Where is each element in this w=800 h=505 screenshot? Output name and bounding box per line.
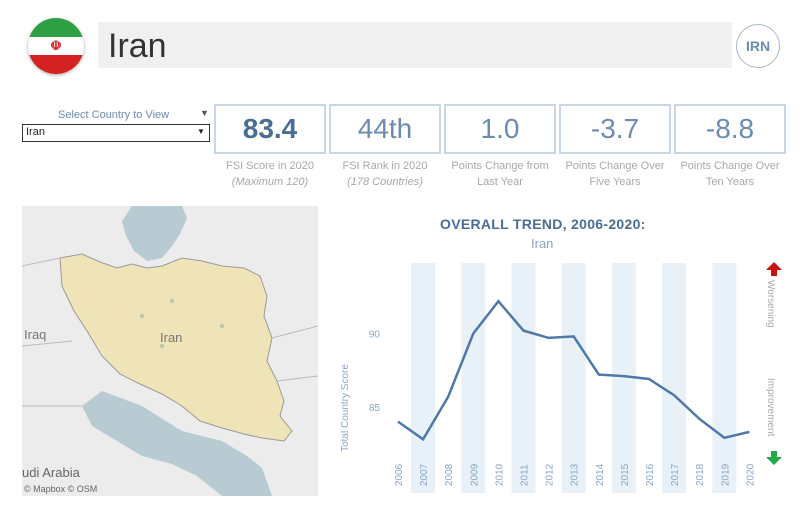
x-tick-label: 2007 (419, 463, 430, 486)
year-band (511, 263, 536, 493)
map-city-dot (140, 314, 144, 318)
kpi-fsi-score-caption: FSI Score in 2020 (Maximum 120) (214, 158, 326, 190)
map-city-dot (220, 324, 224, 328)
x-tick-label: 2017 (670, 463, 681, 486)
country-flag: ☫ (28, 18, 84, 74)
kpi-change-ten-years-value: -8.8 (705, 113, 755, 144)
map-water-caspian (122, 206, 187, 261)
select-menu-caret-icon[interactable]: ▼ (200, 108, 209, 118)
x-tick-label: 2012 (545, 463, 556, 486)
y-tick-label: 90 (369, 330, 381, 341)
worsening-arrow-icon (766, 262, 782, 276)
country-select-label: Select Country to View (58, 109, 170, 121)
x-tick-label: 2019 (720, 463, 731, 486)
y-tick-label: 85 (369, 403, 381, 414)
map-attribution[interactable]: © Mapbox © OSM (24, 484, 98, 494)
chart-title: OVERALL TREND, 2006-2020: (440, 216, 646, 232)
flag-band-white (28, 36, 84, 56)
kpi-change-five-years-value: -3.7 (590, 113, 640, 144)
improvement-label: Improvement (765, 378, 776, 437)
kpi-caption-line1: Points Change Over (565, 160, 665, 172)
year-bands (411, 263, 737, 493)
country-title: Iran (108, 27, 167, 65)
x-tick-label: 2014 (595, 463, 606, 486)
kpi-fsi-score: 83.4 (214, 104, 326, 154)
improvement-arrow-icon (766, 451, 782, 465)
x-tick-label: 2006 (394, 463, 405, 486)
kpi-fsi-rank: 44th (329, 104, 441, 154)
kpi-caption-line2: Ten Years (705, 176, 755, 188)
x-tick-label: 2011 (520, 464, 531, 486)
kpi-change-ten-years: -8.8 (674, 104, 786, 154)
country-map[interactable] (22, 206, 318, 496)
kpi-change-last-year-value: 1.0 (480, 113, 520, 144)
kpi-fsi-score-value: 83.4 (242, 113, 298, 144)
y-axis-ticks: 85 90 (369, 330, 381, 414)
x-tick-label: 2009 (469, 463, 480, 486)
map-label-iran: Iran (160, 330, 183, 345)
kpi-fsi-rank-caption: FSI Rank in 2020 (178 Countries) (329, 158, 441, 190)
kpi-caption-line2: (178 Countries) (347, 176, 423, 188)
kpi-caption-line2: (Maximum 120) (231, 176, 309, 188)
trend-line (397, 299, 750, 442)
kpi-fsi-rank-value: 44th (357, 113, 413, 144)
flag-band-green (28, 18, 84, 37)
x-tick-label: 2018 (695, 463, 706, 486)
kpi-change-five-years-caption: Points Change Over Five Years (559, 158, 671, 190)
title-bar (98, 22, 732, 68)
map-border-line (22, 257, 318, 407)
kpi-change-last-year: 1.0 (444, 104, 556, 154)
kpi-caption-line2: Five Years (589, 176, 641, 188)
country-select[interactable] (22, 124, 210, 142)
kpi-change-five-years: -3.7 (559, 104, 671, 154)
kpi-caption-line1: FSI Score in 2020 (225, 160, 315, 172)
country-select-value[interactable]: Iran (26, 126, 45, 138)
year-band (461, 263, 486, 493)
x-tick-label: 2016 (645, 463, 656, 486)
x-tick-label: 2015 (620, 463, 631, 486)
y-axis-label: Total Country Score (340, 364, 351, 452)
chevron-down-icon[interactable]: ▼ (197, 127, 205, 136)
year-band (561, 263, 586, 493)
map-water-gulf (82, 391, 272, 496)
kpi-caption-line1: Points Change from (451, 160, 549, 172)
iso-code-badge: IRN (736, 24, 780, 68)
x-axis-ticks: 2006 2007 2008 2009 2010 2011 2012 2013 2014 2015… (394, 463, 756, 486)
kpi-caption-line1: FSI Rank in 2020 (342, 160, 428, 172)
map-label-iraq: Iraq (24, 327, 47, 342)
trend-chart: 85 90 2006 2007 2008 2009 2010 2011 2012 2013 201… (340, 262, 782, 493)
map-city-dot (160, 344, 164, 348)
flag-band-red (28, 55, 84, 74)
year-band (712, 263, 737, 493)
map-city-dot (170, 299, 174, 303)
kpi-change-ten-years-caption: Points Change Over Ten Years (674, 158, 786, 190)
x-tick-label: 2010 (494, 463, 505, 486)
year-band (411, 263, 436, 493)
map-label-saudi-arabia: udi Arabia (22, 465, 80, 480)
x-tick-label: 2020 (745, 463, 756, 486)
kpi-caption-line2: Last Year (477, 176, 523, 188)
worsening-label: Worsening (765, 280, 776, 328)
chart-subtitle: Iran (531, 236, 554, 251)
map-iran-shape (59, 253, 293, 442)
kpi-change-last-year-caption: Points Change from Last Year (444, 158, 556, 190)
map-svg (22, 206, 318, 496)
x-tick-label: 2013 (570, 463, 581, 486)
year-band (662, 263, 687, 493)
kpi-caption-line1: Points Change Over (680, 160, 780, 172)
x-tick-label: 2008 (444, 463, 455, 486)
flag-emblem-icon: ☫ (50, 38, 62, 53)
